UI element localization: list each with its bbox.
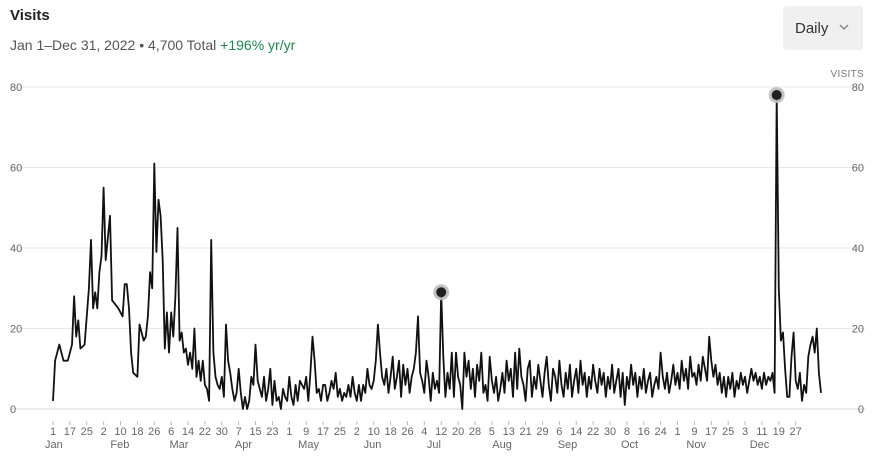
y-tick-label-right: 20 [852,324,864,336]
x-tick-label: 26 [148,426,160,438]
x-tick-label: 22 [199,426,211,438]
x-tick-label: 19 [773,426,785,438]
x-tick-label: 24 [655,426,667,438]
month-label: Mar [169,439,188,451]
x-tick-label: 25 [334,426,346,438]
interval-dropdown-label: Daily [795,19,829,37]
date-range: Jan 1–Dec 31, 2022 [10,37,136,53]
x-tick-label: 25 [722,426,734,438]
separator-dot: • [139,37,145,53]
x-tick-label: 2 [101,426,107,438]
x-tick-label: 13 [503,426,515,438]
month-label: Jul [427,439,441,451]
x-tick-label: 12 [435,426,447,438]
x-tick-label: 17 [705,426,717,438]
x-tick-label: 30 [216,426,228,438]
y-tick-label-left: 40 [10,243,22,255]
month-label: Jan [45,439,63,451]
y-tick-label-left: 0 [10,404,16,416]
month-label: Feb [110,439,129,451]
interval-dropdown[interactable]: Daily [783,6,863,50]
x-tick-label: 6 [168,426,174,438]
y-tick-label-right: 80 [852,82,864,94]
x-tick-label: 18 [131,426,143,438]
total-visits: 4,700 Total [148,37,217,53]
y-tick-label-right: 40 [852,243,864,255]
x-tick-label: 20 [452,426,464,438]
y-tick-label-left: 80 [10,82,22,94]
chart-subtitle: Jan 1–Dec 31, 2022 • 4,700 Total +196% y… [10,37,295,53]
x-tick-label: 9 [303,426,309,438]
month-label: Sep [558,439,578,451]
x-tick-label: 17 [317,426,329,438]
x-tick-label: 8 [624,426,630,438]
visits-series-line [52,94,822,410]
x-tick-label: 11 [756,426,767,438]
month-label: Apr [235,439,252,451]
growth-badge: +196% yr/yr [220,37,296,53]
x-tick-label: 6 [556,426,562,438]
x-tick-label: 23 [266,426,278,438]
month-label: Dec [750,439,770,451]
x-tick-label: 18 [384,426,396,438]
x-tick-label: 10 [368,426,380,438]
x-tick-label: 1 [286,426,292,438]
month-label: Jun [364,439,382,451]
x-tick-label: 14 [182,426,194,438]
month-label: Nov [686,439,706,451]
x-tick-label: 28 [469,426,481,438]
x-tick-label: 29 [536,426,548,438]
y-tick-label-right: 0 [858,404,864,416]
x-tick-label: 26 [401,426,413,438]
x-tick-label: 9 [691,426,697,438]
x-tick-label: 10 [114,426,126,438]
x-tick-label: 14 [570,426,582,438]
x-tick-label: 7 [236,426,242,438]
x-tick-label: 21 [519,426,531,438]
x-tick-label: 1 [50,426,56,438]
x-tick-label: 27 [790,426,802,438]
y-tick-label-left: 20 [10,324,22,336]
month-label: Aug [492,439,512,451]
y-tick-label-left: 60 [10,163,22,175]
month-label: Oct [621,439,638,451]
x-tick-label: 22 [587,426,599,438]
chart-title: Visits [10,7,50,24]
x-tick-label: 25 [81,426,93,438]
x-tick-label: 17 [64,426,76,438]
x-tick-label: 15 [249,426,261,438]
x-tick-label: 16 [638,426,650,438]
x-tick-label: 4 [421,426,427,438]
x-tick-label: 2 [354,426,360,438]
x-tick-label: 30 [604,426,616,438]
x-tick-label: 3 [742,426,748,438]
y-axis-title: VISITS [830,69,864,80]
x-tick-label: 5 [489,426,495,438]
x-tick-label: 1 [674,426,680,438]
peak-marker [771,90,782,101]
peak-marker [436,287,447,298]
month-label: May [298,439,319,451]
y-tick-label-right: 60 [852,163,864,175]
chevron-down-icon [839,24,849,31]
